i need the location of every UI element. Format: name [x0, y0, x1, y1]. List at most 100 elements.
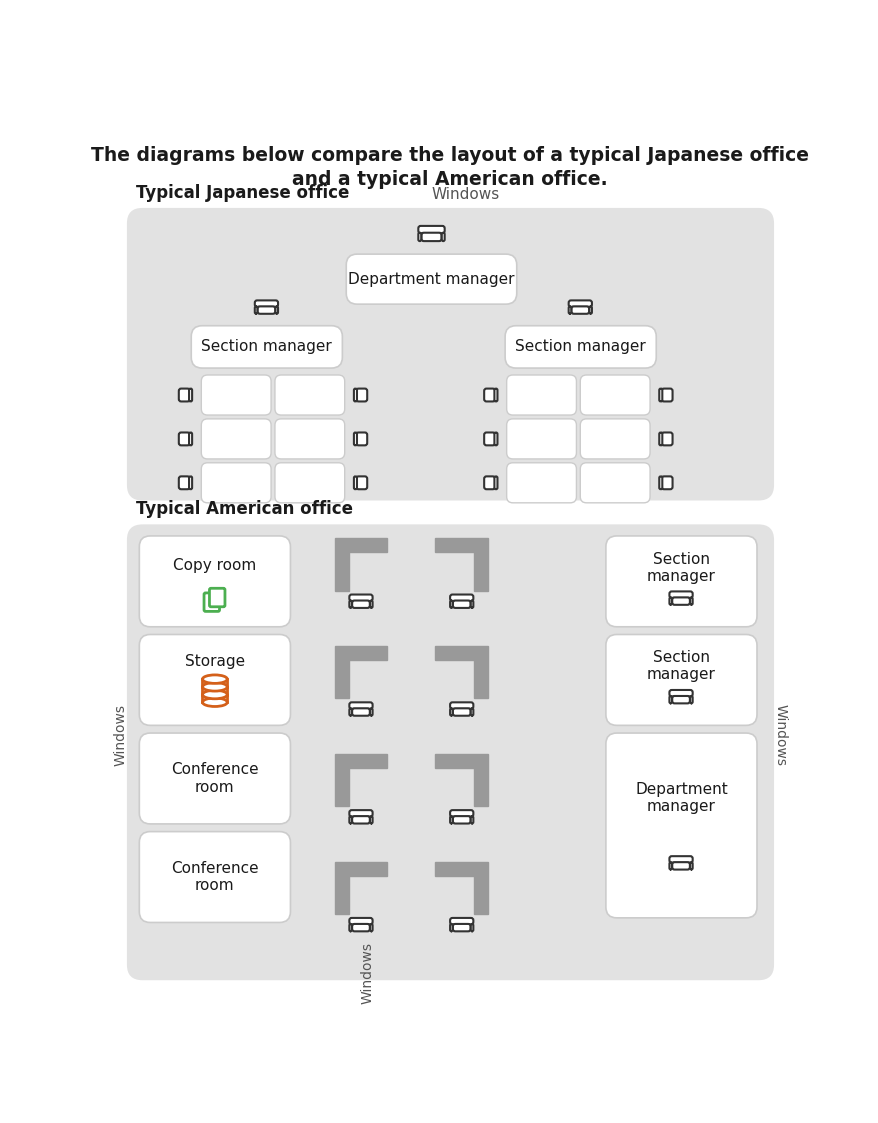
- FancyBboxPatch shape: [669, 856, 692, 862]
- Text: Section manager: Section manager: [515, 339, 645, 355]
- FancyBboxPatch shape: [178, 432, 190, 446]
- FancyBboxPatch shape: [370, 924, 372, 931]
- Polygon shape: [435, 861, 487, 914]
- Text: Typical Japanese office: Typical Japanese office: [136, 184, 349, 202]
- FancyBboxPatch shape: [450, 594, 473, 601]
- Polygon shape: [435, 538, 487, 591]
- Polygon shape: [335, 538, 387, 591]
- FancyBboxPatch shape: [204, 593, 220, 611]
- FancyBboxPatch shape: [349, 917, 372, 924]
- Text: Section manager: Section manager: [201, 339, 332, 355]
- FancyBboxPatch shape: [669, 597, 671, 605]
- FancyBboxPatch shape: [484, 476, 494, 490]
- Text: Section
manager: Section manager: [646, 551, 715, 584]
- Text: Department
manager: Department manager: [634, 782, 727, 814]
- FancyBboxPatch shape: [450, 601, 452, 608]
- FancyBboxPatch shape: [568, 307, 571, 313]
- FancyBboxPatch shape: [505, 326, 656, 368]
- Ellipse shape: [202, 691, 227, 699]
- FancyBboxPatch shape: [669, 696, 671, 703]
- FancyBboxPatch shape: [450, 709, 452, 715]
- FancyBboxPatch shape: [452, 924, 470, 931]
- FancyBboxPatch shape: [201, 419, 270, 459]
- FancyBboxPatch shape: [605, 536, 756, 627]
- FancyBboxPatch shape: [346, 254, 516, 304]
- FancyBboxPatch shape: [605, 733, 756, 917]
- FancyBboxPatch shape: [689, 597, 692, 605]
- Text: Section
manager: Section manager: [646, 650, 715, 683]
- FancyBboxPatch shape: [189, 476, 192, 490]
- FancyBboxPatch shape: [689, 696, 692, 703]
- FancyBboxPatch shape: [209, 588, 225, 606]
- FancyBboxPatch shape: [471, 816, 473, 823]
- Text: Conference
room: Conference room: [171, 861, 258, 893]
- FancyBboxPatch shape: [452, 601, 470, 608]
- Polygon shape: [435, 646, 487, 699]
- Text: Windows: Windows: [773, 704, 787, 766]
- FancyBboxPatch shape: [452, 816, 470, 823]
- FancyBboxPatch shape: [140, 733, 290, 824]
- FancyBboxPatch shape: [418, 232, 421, 241]
- FancyBboxPatch shape: [257, 307, 275, 313]
- Ellipse shape: [202, 675, 227, 684]
- FancyBboxPatch shape: [370, 709, 372, 715]
- FancyBboxPatch shape: [352, 816, 370, 823]
- FancyBboxPatch shape: [506, 463, 576, 503]
- FancyBboxPatch shape: [571, 307, 588, 313]
- FancyBboxPatch shape: [579, 419, 650, 459]
- FancyBboxPatch shape: [493, 432, 497, 446]
- Text: Department manager: Department manager: [348, 272, 515, 286]
- FancyBboxPatch shape: [450, 702, 473, 709]
- FancyBboxPatch shape: [189, 389, 192, 401]
- FancyBboxPatch shape: [450, 917, 473, 924]
- Polygon shape: [335, 646, 387, 699]
- FancyBboxPatch shape: [421, 232, 441, 241]
- Ellipse shape: [202, 699, 227, 706]
- FancyBboxPatch shape: [275, 307, 277, 313]
- FancyBboxPatch shape: [568, 300, 591, 307]
- Polygon shape: [335, 861, 387, 914]
- FancyBboxPatch shape: [352, 601, 370, 608]
- FancyBboxPatch shape: [354, 432, 356, 446]
- FancyBboxPatch shape: [275, 463, 344, 503]
- FancyBboxPatch shape: [672, 597, 689, 605]
- FancyBboxPatch shape: [450, 816, 452, 823]
- FancyBboxPatch shape: [201, 375, 270, 416]
- FancyBboxPatch shape: [126, 208, 774, 501]
- FancyBboxPatch shape: [349, 702, 372, 709]
- FancyBboxPatch shape: [493, 389, 497, 401]
- Text: Conference
room: Conference room: [171, 763, 258, 795]
- FancyBboxPatch shape: [354, 476, 356, 490]
- FancyBboxPatch shape: [588, 307, 591, 313]
- FancyBboxPatch shape: [356, 389, 367, 401]
- FancyBboxPatch shape: [352, 709, 370, 715]
- FancyBboxPatch shape: [191, 326, 342, 368]
- Ellipse shape: [202, 683, 227, 691]
- FancyBboxPatch shape: [370, 816, 372, 823]
- Text: Storage: Storage: [184, 654, 245, 669]
- FancyBboxPatch shape: [452, 709, 470, 715]
- FancyBboxPatch shape: [354, 389, 356, 401]
- FancyBboxPatch shape: [356, 476, 367, 490]
- Text: Windows: Windows: [361, 942, 375, 1004]
- FancyBboxPatch shape: [255, 307, 257, 313]
- FancyBboxPatch shape: [661, 389, 672, 401]
- Text: The diagrams below compare the layout of a typical Japanese office: The diagrams below compare the layout of…: [91, 146, 808, 165]
- Text: and a typical American office.: and a typical American office.: [292, 171, 608, 189]
- FancyBboxPatch shape: [349, 601, 351, 608]
- FancyBboxPatch shape: [658, 476, 661, 490]
- FancyBboxPatch shape: [506, 419, 576, 459]
- FancyBboxPatch shape: [579, 375, 650, 416]
- FancyBboxPatch shape: [450, 810, 473, 816]
- FancyBboxPatch shape: [349, 594, 372, 601]
- Text: Typical American office: Typical American office: [136, 500, 353, 518]
- FancyBboxPatch shape: [484, 432, 494, 446]
- FancyBboxPatch shape: [352, 924, 370, 931]
- FancyBboxPatch shape: [275, 375, 344, 416]
- FancyBboxPatch shape: [689, 862, 692, 869]
- FancyBboxPatch shape: [275, 419, 344, 459]
- FancyBboxPatch shape: [484, 389, 494, 401]
- FancyBboxPatch shape: [672, 696, 689, 703]
- FancyBboxPatch shape: [661, 476, 672, 490]
- Polygon shape: [335, 754, 387, 806]
